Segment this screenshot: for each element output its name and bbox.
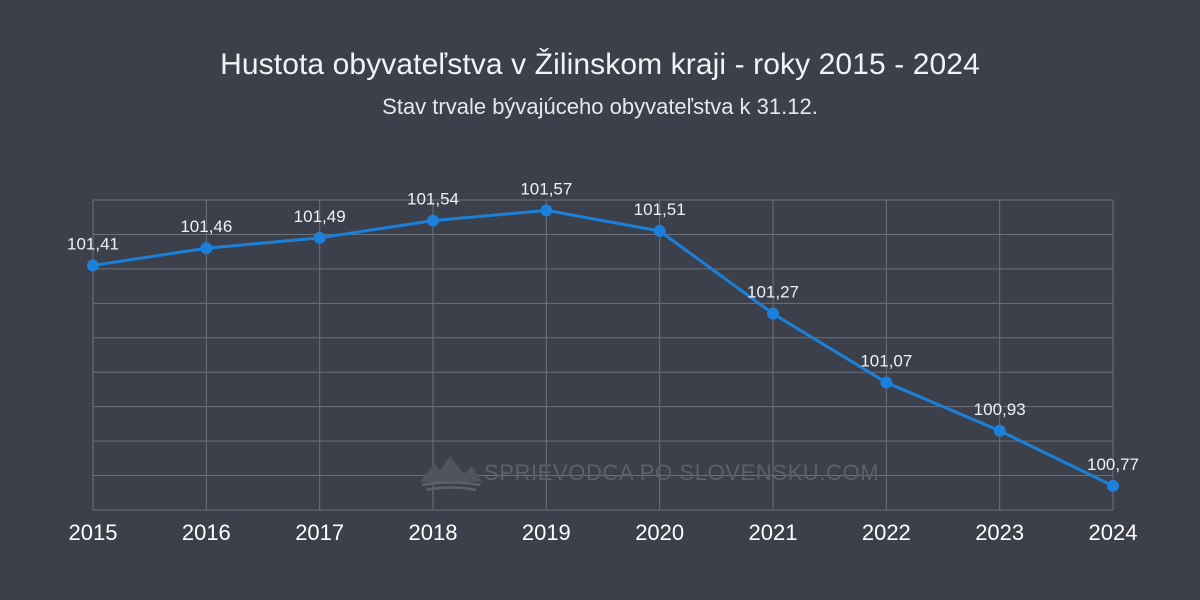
data-point [880, 376, 893, 389]
x-tick-label: 2021 [749, 520, 798, 545]
x-tick-labels: 2015 2016 2017 2018 2019 2020 2021 2022 2023 2024 [69, 520, 1138, 545]
data-label: 101,49 [294, 207, 346, 226]
data-label: 100,77 [1087, 455, 1139, 474]
chart-subtitle: Stav trvale bývajúceho obyvateľstva k 31… [382, 94, 818, 119]
data-label: 101,54 [407, 190, 459, 209]
data-point [200, 242, 213, 255]
x-tick-label: 2024 [1089, 520, 1138, 545]
data-points [87, 204, 1119, 492]
x-tick-label: 2019 [522, 520, 571, 545]
data-point [87, 259, 99, 272]
x-tick-label: 2023 [975, 520, 1024, 545]
data-point [993, 424, 1006, 437]
data-label: 101,27 [747, 283, 799, 302]
series-line-group [92, 208, 1114, 488]
series-line [92, 208, 1114, 488]
x-tick-label: 2015 [69, 520, 118, 545]
data-point [767, 307, 779, 320]
mountain-logo-icon [420, 456, 482, 492]
data-label: 101,07 [860, 352, 912, 371]
data-point [313, 231, 326, 244]
data-point [1107, 479, 1119, 492]
watermark-text: SPRIEVODCA PO SLOVENSKU.COM [484, 460, 879, 485]
watermark: SPRIEVODCA PO SLOVENSKU.COM [420, 456, 879, 492]
data-labels: 101,41 101,46 101,49 101,54 101,57 101,51 101,… [67, 179, 1139, 474]
data-point [653, 225, 666, 237]
x-tick-label: 2022 [862, 520, 911, 545]
data-label: 101,51 [634, 200, 686, 219]
x-tick-label: 2016 [182, 520, 231, 545]
data-label: 101,41 [67, 234, 119, 253]
data-label: 101,46 [180, 217, 232, 236]
data-point [427, 214, 439, 227]
x-tick-label: 2020 [635, 520, 684, 545]
data-label: 100,93 [974, 400, 1026, 419]
x-tick-label: 2018 [409, 520, 458, 545]
x-tick-label: 2017 [295, 520, 344, 545]
data-label: 101,57 [520, 179, 572, 198]
chart-title: Hustota obyvateľstva v Žilinskom kraji -… [220, 48, 980, 81]
data-point [540, 204, 553, 217]
